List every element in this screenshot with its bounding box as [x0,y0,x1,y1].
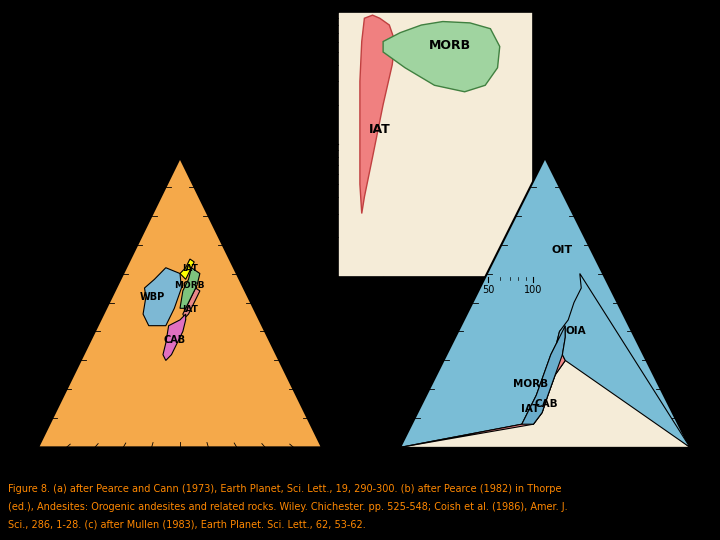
Polygon shape [400,158,690,448]
Polygon shape [180,259,194,279]
Polygon shape [522,326,565,424]
Text: 100: 100 [312,139,331,150]
Text: ocean island tholeiite: ocean island tholeiite [55,104,175,114]
Text: within-plate basalts: within-plate basalts [55,39,164,49]
Text: IAT: IAT [521,404,540,414]
Text: 5: 5 [335,285,341,295]
Text: MORB: MORB [429,39,471,52]
Text: (a): (a) [170,470,190,483]
Polygon shape [143,268,181,326]
Text: P₂O₅ x 10: P₂O₅ x 10 [695,453,720,465]
Text: 10: 10 [377,285,390,295]
Text: Zr: Zr [20,453,33,465]
Polygon shape [38,158,322,448]
Text: CAB: CAB [163,335,186,345]
Text: 100: 100 [524,285,542,295]
Text: OIT: OIT [552,245,573,255]
Text: MnO x 10: MnO x 10 [338,453,395,465]
Text: CAB: CAB [535,399,558,409]
Text: Ti/100: Ti/100 [162,130,198,143]
Text: OIA: OIA [22,120,42,130]
Text: WBP: WBP [140,292,165,302]
Polygon shape [400,355,690,448]
Polygon shape [163,314,186,361]
Text: IAT: IAT [181,305,197,314]
Text: MORB: MORB [513,379,548,389]
Polygon shape [557,274,690,448]
Text: WBP: WBP [22,39,48,49]
Text: Sci., 286, 1-28. (c) after Mullen (1983), Earth Planet. Sci. Lett., 62, 53-62.: Sci., 286, 1-28. (c) after Mullen (1983)… [8,520,366,530]
Text: mid-ocean ridge basalts: mid-ocean ridge basalts [55,87,190,97]
Text: Cr (ppm): Cr (ppm) [303,120,313,169]
Text: 10: 10 [319,272,331,281]
Text: (c): (c) [536,470,554,483]
Text: MORB: MORB [174,281,204,290]
Text: IAT: IAT [22,55,39,65]
Text: calc-alkaline basalts: calc-alkaline basalts [55,71,168,81]
Text: ocean island alkaline basalt: ocean island alkaline basalt [55,120,210,130]
Text: Explanation: Explanation [22,18,114,32]
Bar [338,12,533,276]
Polygon shape [360,15,395,213]
Text: OIT: OIT [22,104,41,114]
Text: IAT: IAT [182,264,198,273]
Text: Y (ppm): Y (ppm) [413,299,457,309]
Text: 50: 50 [482,285,494,295]
Polygon shape [180,268,200,308]
Text: (b): (b) [426,315,446,328]
Polygon shape [183,288,200,320]
Text: Figure 8. (a) after Pearce and Cann (1973), Earth Planet, Sci. Lett., 19, 290-30: Figure 8. (a) after Pearce and Cann (197… [8,484,562,494]
Text: 1000: 1000 [307,7,331,17]
Text: TiO₂: TiO₂ [533,130,557,143]
Polygon shape [383,22,500,92]
Text: island-arc tholeiites: island-arc tholeiites [55,55,164,65]
Text: IAT: IAT [369,123,391,136]
Text: (ed.), Andesites: Orogenic andesites and related rocks. Wiley. Chichester. pp. 5: (ed.), Andesites: Orogenic andesites and… [8,502,567,512]
Text: OIA: OIA [566,327,587,336]
Text: Y.3: Y.3 [327,453,343,465]
Text: CAB: CAB [22,71,45,81]
Text: MORB: MORB [22,87,55,97]
Polygon shape [400,343,565,448]
